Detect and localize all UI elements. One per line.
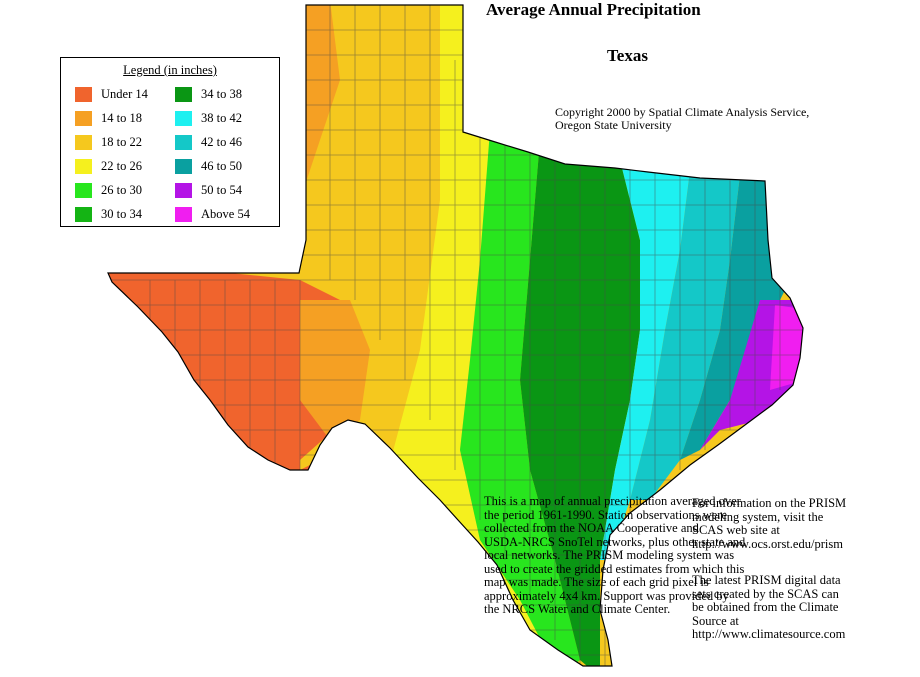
copyright-line: Copyright 2000 by Spatial Climate Analys…	[555, 105, 810, 119]
legend-swatch	[175, 182, 192, 198]
note-line: be obtained from the Climate	[692, 600, 839, 614]
legend: Legend (in inches) Under 14 14 to 18 18 to…	[60, 57, 280, 227]
legend-label: Above 54	[201, 206, 250, 221]
copyright-line: Oregon State University	[555, 118, 672, 132]
legend-swatch	[175, 206, 192, 222]
note-line: the period 1961-1990. Station observatio…	[484, 507, 728, 522]
legend-swatch	[75, 206, 92, 222]
note-line: USDA-NRCS SnoTel networks, plus other st…	[484, 534, 746, 549]
legend-item: Under 14	[75, 82, 148, 106]
note-line: The latest PRISM digital data	[692, 573, 841, 587]
legend-swatch	[175, 86, 192, 102]
legend-item: 22 to 26	[75, 154, 148, 178]
note-line: map was made. The size of each grid pixe…	[484, 575, 709, 589]
note-line: used to create the gridded estimates fro…	[484, 561, 745, 576]
note-line: For information on the PRISM	[692, 496, 847, 510]
legend-item: 34 to 38	[175, 82, 250, 106]
legend-item: 50 to 54	[175, 178, 250, 202]
legend-label: 18 to 22	[101, 134, 142, 149]
note-line: Source at	[692, 613, 739, 628]
prism-info-note: For information on the PRISM modeling sy…	[692, 496, 892, 551]
legend-column-left: Under 14 14 to 18 18 to 22 22 to 26 26 to 30…	[75, 82, 148, 226]
note-line: This is a map of annual precipitation av…	[484, 494, 741, 508]
note-line: collected from the NOAA Cooperative and	[484, 521, 699, 535]
legend-item: 42 to 46	[175, 130, 250, 154]
note-line: sets created by the SCAS can	[692, 586, 839, 601]
legend-label: 50 to 54	[201, 182, 242, 197]
legend-label: 38 to 42	[201, 110, 242, 125]
data-source-note: The latest PRISM digital data sets creat…	[692, 573, 912, 642]
legend-swatch	[75, 110, 92, 126]
legend-label: 46 to 50	[201, 158, 242, 173]
copyright-notice: Copyright 2000 by Spatial Climate Analys…	[555, 106, 855, 132]
note-line: modeling system, visit the	[692, 509, 824, 524]
map-subtitle: Texas	[607, 46, 648, 65]
legend-item: 26 to 30	[75, 178, 148, 202]
prism-url: http://www.ocs.orst.edu/prism	[692, 536, 843, 551]
legend-item: 14 to 18	[75, 106, 148, 130]
note-line: the NRCS Water and Climate Center.	[484, 602, 671, 616]
legend-label: 42 to 46	[201, 134, 242, 149]
legend-item: 30 to 34	[75, 202, 148, 226]
legend-swatch	[75, 134, 92, 150]
legend-label: Under 14	[101, 86, 148, 101]
legend-title: Legend (in inches)	[123, 63, 217, 77]
legend-swatch	[75, 182, 92, 198]
legend-label: 30 to 34	[101, 206, 142, 221]
methodology-note: This is a map of annual precipitation av…	[484, 494, 814, 617]
legend-swatch	[175, 134, 192, 150]
map-title: Average Annual Precipitation	[486, 0, 701, 19]
legend-swatch	[175, 158, 192, 174]
note-line: approximately 4x4 km. Support was provid…	[484, 588, 729, 603]
climatesource-url: http://www.climatesource.com	[692, 627, 846, 641]
legend-swatch	[175, 110, 192, 126]
note-line: SCAS web site at	[692, 523, 780, 537]
legend-item: 38 to 42	[175, 106, 250, 130]
note-line: local networks. The PRISM modeling syste…	[484, 548, 735, 562]
legend-item: 46 to 50	[175, 154, 250, 178]
legend-swatch	[75, 158, 92, 174]
legend-item: Above 54	[175, 202, 250, 226]
legend-label: 26 to 30	[101, 182, 142, 197]
legend-label: 14 to 18	[101, 110, 142, 125]
legend-label: 22 to 26	[101, 158, 142, 173]
legend-swatch	[75, 86, 92, 102]
legend-item: 18 to 22	[75, 130, 148, 154]
legend-column-right: 34 to 38 38 to 42 42 to 46 46 to 50 50 to 54…	[175, 82, 250, 226]
legend-label: 34 to 38	[201, 86, 242, 101]
